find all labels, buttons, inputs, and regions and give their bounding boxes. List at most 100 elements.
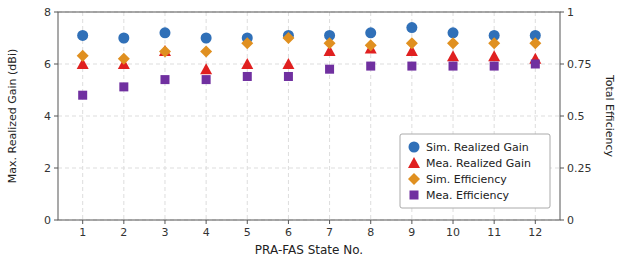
scatter-point: [77, 50, 89, 62]
scatter-point: [448, 27, 459, 38]
y2-axis-label: Total Efficiency: [603, 74, 616, 158]
y2-tick: [560, 168, 564, 169]
legend-box: [400, 134, 550, 208]
scatter-point: [200, 46, 212, 58]
x-tick: [288, 220, 289, 224]
y-tick-label: 0: [44, 214, 51, 227]
y2-tick: [560, 12, 564, 13]
y-tick: [54, 168, 58, 169]
legend-label: Mea. Realized Gain: [426, 157, 531, 170]
x-tick-label: 9: [408, 226, 415, 239]
x-tick-label: 3: [161, 226, 168, 239]
legend-label: Mea. Efficiency: [426, 189, 509, 202]
scatter-point: [243, 72, 252, 81]
scatter-point: [159, 46, 171, 58]
x-tick-label: 7: [326, 226, 333, 239]
scatter-point: [490, 62, 499, 71]
scatter-point: [488, 50, 500, 61]
scatter-point: [449, 62, 458, 71]
legend-swatch: [408, 157, 420, 168]
x-tick-label: 6: [285, 226, 292, 239]
legend-swatch: [410, 191, 419, 200]
x-tick-label: 8: [367, 226, 374, 239]
legend-label: Sim. Realized Gain: [426, 141, 529, 154]
y-tick: [54, 116, 58, 117]
y2-tick-label: 1: [567, 6, 574, 19]
y-tick-label: 6: [44, 58, 51, 71]
scatter-point: [407, 62, 416, 71]
x-tick: [82, 220, 83, 224]
scatter-point: [324, 37, 336, 49]
scatter-point: [531, 60, 540, 69]
scatter-point: [529, 37, 541, 49]
x-tick: [164, 220, 165, 224]
legend-swatch: [409, 142, 420, 153]
grid-line-y: [58, 116, 560, 117]
scatter-point: [366, 62, 375, 71]
scatter-point: [447, 50, 459, 61]
y-tick: [54, 12, 58, 13]
x-tick: [206, 220, 207, 224]
x-tick: [535, 220, 536, 224]
y2-tick-label: 0.75: [567, 58, 592, 71]
x-tick-label: 11: [487, 226, 501, 239]
scatter-point: [200, 63, 212, 74]
scatter-point: [78, 91, 87, 100]
x-axis-label: PRA-FAS State No.: [255, 243, 363, 257]
plot-frame: [58, 12, 560, 220]
legend: Sim. Realized Gain Mea. Realized Gain Sim.…: [400, 134, 550, 208]
y2-tick: [560, 116, 564, 117]
scatter-point: [365, 27, 376, 38]
x-tick: [370, 220, 371, 224]
grid-line-x: [82, 12, 83, 220]
x-tick: [123, 220, 124, 224]
y-tick: [54, 220, 58, 221]
scatter-point: [159, 27, 170, 38]
scatter-point: [202, 75, 211, 84]
x-tick: [494, 220, 495, 224]
y-axis-label: Max. Realized Gain (dBi): [6, 49, 19, 183]
x-tick: [247, 220, 248, 224]
y2-tick-label: 0.5: [567, 110, 585, 123]
grid-line-x: [164, 12, 165, 220]
x-tick: [329, 220, 330, 224]
x-tick-label: 2: [120, 226, 127, 239]
x-tick-label: 5: [244, 226, 251, 239]
x-tick-label: 1: [79, 226, 86, 239]
grid: [58, 12, 560, 220]
y2-tick-label: 0: [567, 214, 574, 227]
y2-tick: [560, 220, 564, 221]
x-tick: [411, 220, 412, 224]
scatter-point: [160, 75, 169, 84]
y2-tick-label: 0.25: [567, 162, 592, 175]
y-tick: [54, 64, 58, 65]
x-tick-label: 4: [203, 226, 210, 239]
scatter-point: [365, 39, 377, 51]
scatter-point: [119, 82, 128, 91]
y-tick-label: 4: [44, 110, 51, 123]
legend-label: Sim. Efficiency: [426, 173, 507, 186]
scatter-point: [284, 72, 293, 81]
scatter-point: [77, 30, 88, 41]
scatter-point: [241, 37, 253, 49]
grid-line-y: [58, 64, 560, 65]
scatter-point: [447, 37, 459, 49]
scatter-point: [325, 65, 334, 74]
x-tick-label: 12: [528, 226, 542, 239]
axes: 1234567891011120246800.250.50.751: [44, 6, 592, 239]
legend-swatch: [408, 173, 420, 185]
chart: 1234567891011120246800.250.50.751PRA-FAS…: [0, 0, 620, 262]
scatter-point: [488, 37, 500, 49]
y2-tick: [560, 64, 564, 65]
scatter-point: [118, 53, 130, 65]
scatter-point: [282, 32, 294, 44]
x-tick-label: 10: [446, 226, 460, 239]
x-tick: [453, 220, 454, 224]
scatter-point: [241, 58, 253, 69]
scatter-point: [282, 58, 294, 69]
y-tick-label: 8: [44, 6, 51, 19]
scatter-point: [406, 22, 417, 33]
scatter-point: [406, 37, 418, 49]
data-points: [77, 22, 542, 100]
y-tick-label: 2: [44, 162, 51, 175]
